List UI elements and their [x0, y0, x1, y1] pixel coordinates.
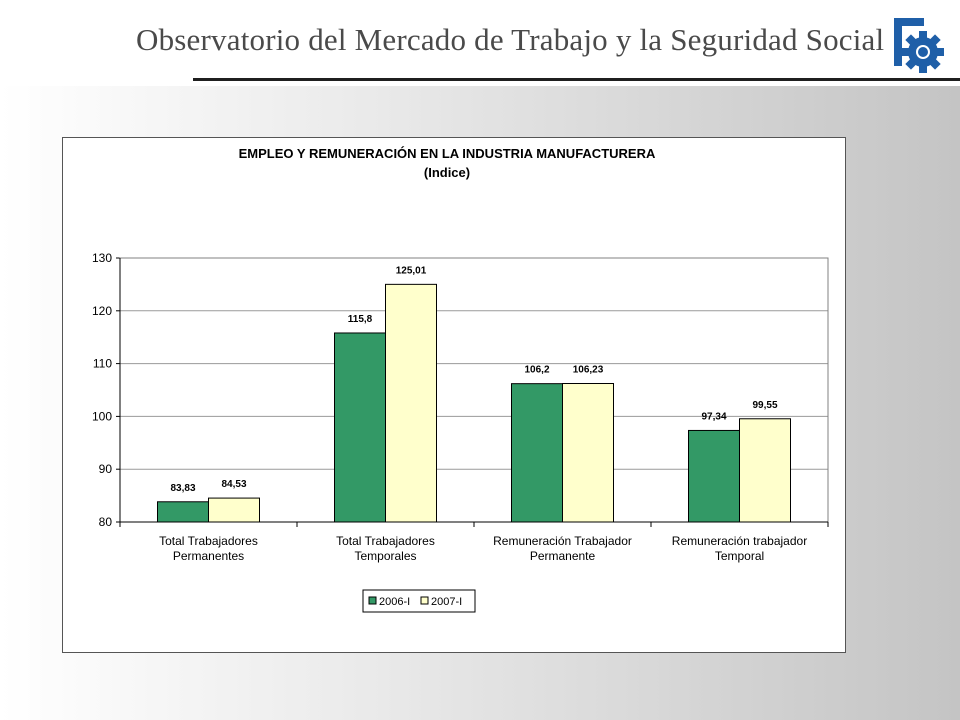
bar-2007-I — [562, 383, 614, 523]
legend-box — [362, 589, 476, 613]
y-tick-label: 80 — [99, 515, 113, 529]
x-category-label: Total Trabajadores — [336, 534, 435, 548]
data-label: 99,55 — [752, 400, 777, 411]
y-tick-label: 120 — [92, 304, 112, 318]
x-category-label: Remuneración Trabajador — [493, 534, 632, 548]
data-label: 125,01 — [396, 265, 427, 276]
bar-2006-I — [157, 501, 209, 523]
x-category-label: Permanentes — [173, 549, 244, 563]
x-category-label: Remuneración trabajador — [672, 534, 807, 548]
y-tick-label: 110 — [93, 357, 112, 371]
data-label: 84,53 — [221, 479, 246, 490]
header-bar: Observatorio del Mercado de Trabajo y la… — [0, 0, 960, 86]
legend-label: 2006-I — [379, 596, 410, 608]
data-label: 106,2 — [524, 365, 549, 376]
data-label: 115,8 — [348, 314, 373, 325]
x-category-label: Temporales — [354, 549, 416, 563]
x-category-label: Permanente — [530, 549, 596, 563]
gear-icon — [894, 18, 944, 73]
bar-2007-I — [208, 497, 260, 523]
x-category-label: Temporal — [715, 549, 764, 563]
legend-swatch — [368, 596, 377, 605]
bar-2006-I — [334, 332, 386, 523]
bar-chart: EMPLEO Y REMUNERACIÓN EN LA INDUSTRIA MA… — [92, 146, 829, 613]
bar-2006-I — [511, 383, 563, 523]
data-label: 97,34 — [701, 411, 726, 422]
data-label: 106,23 — [573, 365, 604, 376]
plot-area: 80 90 100 110 120 130 83,83 84,53 Total Trabajad… — [92, 251, 829, 613]
bar-2007-I — [739, 418, 791, 523]
chart-title: EMPLEO Y REMUNERACIÓN EN LA INDUSTRIA MA… — [239, 146, 656, 161]
legend-label: 2007-I — [431, 596, 462, 608]
data-label: 83,83 — [170, 483, 195, 494]
y-tick-label: 130 — [92, 251, 112, 265]
bar-2007-I — [385, 283, 437, 523]
bar-2006-I — [688, 429, 740, 523]
chart-subtitle: (Indice) — [424, 165, 470, 180]
x-category-label: Total Trabajadores — [159, 534, 258, 548]
y-tick-label: 100 — [92, 409, 112, 423]
page-title: Observatorio del Mercado de Trabajo y la… — [136, 22, 885, 57]
legend-swatch — [420, 596, 429, 605]
header-divider — [193, 78, 960, 81]
chart-panel: EMPLEO Y REMUNERACIÓN EN LA INDUSTRIA MA… — [62, 137, 846, 653]
y-tick-label: 90 — [99, 462, 113, 476]
